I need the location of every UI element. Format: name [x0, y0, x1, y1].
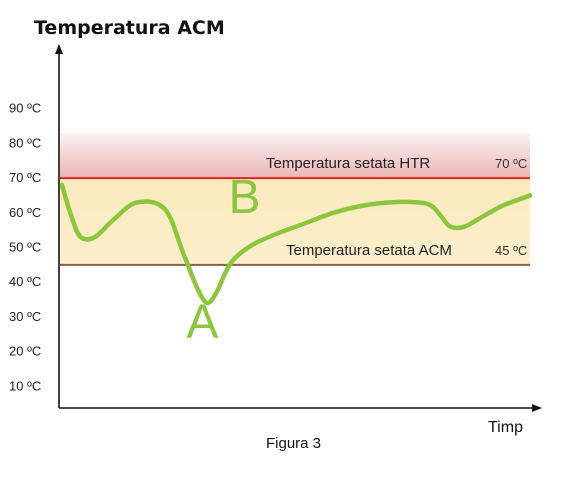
axes-layer — [55, 44, 542, 412]
reference-lines-layer: Temperatura setata HTR 70 ºC Temperatura s… — [60, 155, 530, 266]
y-tick-label: 30 ºC — [9, 309, 41, 324]
reference-line-label-1: Temperatura setata ACM — [286, 242, 452, 259]
y-axis-arrow — [55, 44, 63, 54]
y-tick-label: 90 ºC — [9, 101, 41, 116]
annotation-b: B — [229, 171, 261, 224]
annotation-a: A — [186, 296, 218, 349]
series-line-0 — [59, 182, 533, 306]
band-1 — [60, 178, 530, 265]
y-tick-label: 10 ºC — [9, 378, 41, 393]
x-axis-arrow — [532, 404, 542, 412]
figure-caption: Figura 3 — [266, 435, 321, 452]
y-tick-labels: 10 ºC 20 ºC 30 ºC 40 ºC 50 ºC 60 ºC 70 ºC 80 ºC… — [9, 101, 41, 394]
reference-line-value-1: 45 ºC — [495, 243, 527, 258]
bands-layer — [60, 132, 530, 265]
y-tick-label: 70 ºC — [9, 170, 41, 185]
y-tick-label: 60 ºC — [9, 205, 41, 220]
x-axis-label: Timp — [488, 419, 523, 436]
chart-title: Temperatura ACM — [34, 17, 225, 39]
series-layer — [59, 182, 533, 306]
band-0 — [60, 132, 530, 179]
y-tick-label: 80 ºC — [9, 135, 41, 150]
reference-line-value-0: 70 ºC — [495, 156, 527, 171]
y-tick-label: 50 ºC — [9, 240, 41, 255]
annotations-layer: AB — [186, 171, 260, 349]
reference-line-label-0: Temperatura setata HTR — [266, 155, 430, 172]
y-tick-label: 40 ºC — [9, 274, 41, 289]
y-tick-label: 20 ºC — [9, 344, 41, 359]
